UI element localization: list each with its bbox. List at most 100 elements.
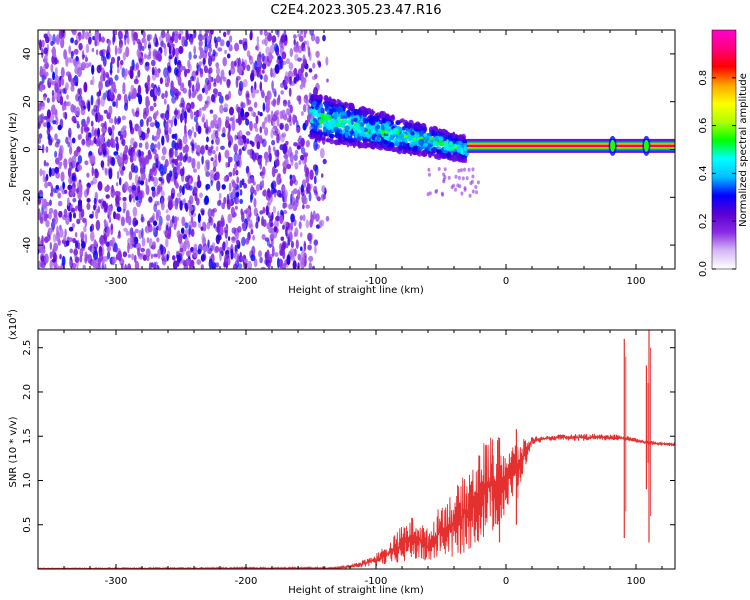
heatmap-cell xyxy=(77,164,82,171)
heatmap-cell xyxy=(106,245,112,252)
heatmap-cell xyxy=(48,78,53,83)
heatmap-cell xyxy=(196,77,199,85)
heatmap-cell xyxy=(250,254,256,262)
heatmap-cell xyxy=(254,89,260,94)
heatmap-cell xyxy=(253,207,258,217)
heatmap-cell xyxy=(260,266,266,269)
heatmap-cell xyxy=(432,141,437,147)
heatmap-cell xyxy=(202,58,206,65)
heatmap-cell xyxy=(213,82,217,87)
heatmap-cell xyxy=(232,182,237,188)
heatmap-cell xyxy=(219,104,224,114)
heatmap-cell xyxy=(412,141,417,146)
heatmap-cell xyxy=(295,197,299,208)
heatmap-cell xyxy=(166,75,171,84)
heatmap-cell xyxy=(117,213,121,221)
heatmap-cell xyxy=(99,145,102,153)
heatmap-cell xyxy=(125,230,130,236)
heatmap-cell xyxy=(446,131,450,135)
heatmap-cell xyxy=(59,88,65,93)
heatmap-cell xyxy=(83,225,87,233)
heatmap-cell xyxy=(207,239,210,248)
heatmap-cell xyxy=(132,87,137,99)
heatmap-cell xyxy=(293,188,298,195)
x-tick-label: -300 xyxy=(105,276,128,287)
heatmap-cell xyxy=(288,76,292,85)
heatmap-cell xyxy=(234,162,238,171)
heatmap-cell xyxy=(121,138,126,147)
heatmap-cell xyxy=(57,265,62,269)
heatmap-cell xyxy=(59,228,64,238)
heatmap-cell xyxy=(249,32,253,41)
heatmap-cell xyxy=(97,205,100,214)
heatmap-cell xyxy=(248,55,252,61)
heatmap-cell xyxy=(474,185,478,189)
heatmap-cell xyxy=(286,163,292,170)
heatmap-cell xyxy=(132,206,138,217)
heatmap-cell xyxy=(60,37,65,49)
heatmap-cell xyxy=(41,235,44,246)
heatmap-cell xyxy=(160,186,163,191)
heatmap-cell xyxy=(282,143,288,155)
heatmap-cell xyxy=(173,216,178,223)
heatmap-cell xyxy=(437,167,441,171)
heatmap-cell xyxy=(194,88,198,95)
heatmap-cell xyxy=(250,110,255,117)
heatmap-cell xyxy=(98,80,103,91)
heatmap-cell xyxy=(221,242,226,251)
heatmap-cell xyxy=(214,245,220,253)
heatmap-cell xyxy=(268,51,272,61)
heatmap-cell xyxy=(303,241,307,252)
heatmap-cell xyxy=(281,41,285,50)
heatmap-cell xyxy=(178,254,181,263)
heatmap-cell xyxy=(343,118,348,123)
heatmap-cell xyxy=(94,31,99,41)
heatmap-cell xyxy=(142,31,146,39)
heatmap-cell xyxy=(179,168,185,177)
heatmap-cell xyxy=(138,125,142,137)
heatmap-cell xyxy=(227,130,231,141)
heatmap-cell xyxy=(237,114,243,125)
heatmap-cell xyxy=(178,161,183,167)
heatmap-cell xyxy=(272,98,277,108)
heatmap-cell xyxy=(46,121,51,130)
heatmap-cell xyxy=(111,124,115,131)
heatmap-cell xyxy=(75,240,78,249)
heatmap-cell xyxy=(176,192,182,198)
colorbar-ticks: 0.0 0.2 0.4 0.6 0.8 xyxy=(698,70,736,277)
heatmap-cell xyxy=(59,254,62,260)
heatmap-cell xyxy=(306,40,309,50)
heatmap-cell xyxy=(275,158,280,167)
heatmap-cell xyxy=(71,115,77,123)
heatmap-cell xyxy=(215,62,219,68)
heatmap-cell xyxy=(48,138,53,146)
heatmap-cell xyxy=(117,250,122,262)
heatmap-cell xyxy=(67,184,73,191)
heatmap-cell xyxy=(180,152,183,161)
heatmap-cell xyxy=(302,204,305,210)
heatmap-cell xyxy=(129,227,133,238)
heatmap-cell xyxy=(457,153,463,160)
heatmap-cell xyxy=(93,250,98,261)
heatmap-cell xyxy=(94,169,99,179)
heatmap-cell xyxy=(139,180,145,186)
heatmap-cell xyxy=(276,149,280,160)
heatmap-cell xyxy=(167,233,171,240)
heatmap-cell xyxy=(147,74,151,83)
heatmap-cell xyxy=(447,134,453,140)
heatmap-cell xyxy=(172,260,178,269)
heatmap-cell xyxy=(101,127,106,133)
heatmap-cell xyxy=(116,206,122,213)
heatmap-cell xyxy=(138,156,142,163)
heatmap-cell xyxy=(152,241,156,250)
heatmap-cell xyxy=(146,65,150,72)
heatmap-cell xyxy=(107,39,111,46)
heatmap-cell xyxy=(188,51,192,61)
heatmap-cell xyxy=(110,187,116,198)
heatmap-cell xyxy=(193,45,196,55)
y-tick-label: 2.0 xyxy=(22,384,33,400)
heatmap-cell xyxy=(117,93,122,101)
heatmap-cell xyxy=(173,30,179,36)
heatmap-cell xyxy=(154,111,158,118)
heatmap-cell xyxy=(355,140,360,147)
